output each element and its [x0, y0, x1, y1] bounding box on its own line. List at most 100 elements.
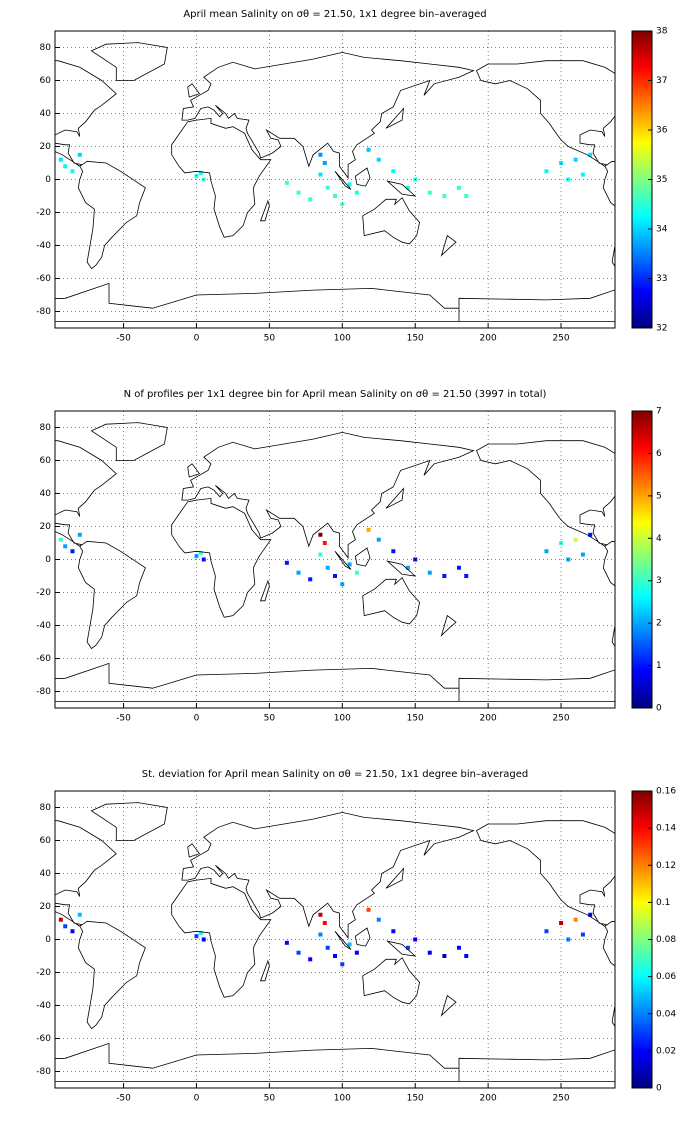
- data-cell: [58, 917, 63, 922]
- y-tick-label: -60: [36, 1034, 51, 1044]
- x-tick-label: 150: [407, 714, 424, 724]
- data-cell: [318, 552, 323, 557]
- colorbar-tick-label: 32: [656, 324, 667, 334]
- coastline: [55, 422, 615, 702]
- data-cell: [322, 541, 327, 545]
- coastline: [55, 42, 615, 322]
- data-cell: [456, 945, 461, 950]
- data-cell: [296, 570, 301, 575]
- data-cell: [296, 190, 301, 195]
- data-cell: [588, 912, 593, 917]
- data-cell: [366, 147, 371, 152]
- plot-content: [55, 802, 615, 1082]
- data-cell: [347, 182, 352, 187]
- data-cell: [588, 152, 593, 157]
- x-tick-label: 100: [334, 714, 351, 724]
- y-tick-label: 80: [40, 803, 52, 813]
- y-tick-label: -60: [36, 274, 51, 284]
- colorbar-tick-label: 0: [656, 704, 662, 714]
- colorbar-tick-label: 33: [656, 274, 667, 284]
- x-tick-label: 0: [194, 334, 200, 344]
- colorbar-tick-label: 0.02: [656, 1046, 676, 1056]
- data-cell: [77, 532, 82, 537]
- data-cell: [322, 161, 327, 165]
- data-cell: [405, 185, 410, 190]
- colorbar-tick-label: 5: [656, 491, 662, 501]
- data-cell: [376, 537, 381, 542]
- y-tick-label: -40: [36, 1001, 51, 1011]
- y-tick-label: 40: [40, 109, 52, 119]
- x-tick-label: -50: [116, 1094, 131, 1104]
- y-tick-label: -60: [36, 654, 51, 664]
- x-tick-label: 150: [407, 334, 424, 344]
- y-tick-label: 80: [40, 43, 52, 53]
- y-tick-label: -80: [36, 307, 51, 317]
- y-tick-label: -80: [36, 687, 51, 697]
- data-cell: [318, 912, 323, 917]
- map-panel: April mean Salinity on σθ = 21.50, 1x1 d…: [36, 9, 668, 344]
- data-cell: [58, 157, 63, 162]
- data-cell: [376, 157, 381, 162]
- map-panel: St. deviation for April mean Salinity on…: [36, 769, 676, 1104]
- colorbar: [631, 410, 653, 709]
- colorbar-tick-label: 38: [656, 27, 668, 37]
- data-cell: [318, 172, 323, 177]
- data-cell: [77, 152, 82, 157]
- plot-content: [55, 422, 615, 702]
- data-cell: [405, 945, 410, 950]
- data-cell: [544, 929, 549, 934]
- data-cell: [544, 549, 549, 554]
- data-cell: [70, 929, 75, 934]
- data-cell: [308, 957, 313, 962]
- data-cell: [580, 552, 585, 557]
- data-cell: [296, 950, 301, 955]
- x-tick-label: 250: [552, 714, 569, 724]
- axes-frame: [54, 410, 616, 709]
- data-cell: [442, 574, 447, 578]
- data-cell: [573, 157, 578, 162]
- x-tick-label: 250: [552, 334, 569, 344]
- data-cell: [318, 932, 323, 937]
- data-cell: [325, 565, 330, 570]
- y-tick-label: -20: [36, 588, 51, 598]
- colorbar-tick-label: 6: [656, 449, 662, 459]
- colorbar-tick-label: 0.06: [656, 972, 676, 982]
- colorbar-tick-label: 0.04: [656, 1009, 676, 1019]
- data-cell: [63, 164, 68, 169]
- colorbar-tick-label: 2: [656, 619, 662, 629]
- y-tick-label: -80: [36, 1067, 51, 1077]
- data-cell: [442, 194, 447, 198]
- x-tick-label: 50: [264, 1094, 276, 1104]
- data-cell: [405, 565, 410, 570]
- data-cell: [58, 537, 63, 542]
- x-tick-label: 200: [480, 334, 497, 344]
- data-cell: [284, 180, 289, 185]
- data-cell: [333, 574, 337, 578]
- y-tick-label: 20: [40, 902, 52, 912]
- data-cell: [194, 554, 199, 559]
- data-cell: [391, 169, 396, 174]
- y-tick-label: 60: [40, 836, 52, 846]
- x-tick-label: 100: [334, 334, 351, 344]
- data-cell: [376, 917, 381, 922]
- coastline: [55, 802, 615, 1082]
- data-cell: [322, 921, 327, 925]
- data-cell: [464, 194, 469, 198]
- data-cell: [354, 950, 359, 955]
- data-cell: [366, 907, 371, 912]
- data-cell: [284, 940, 289, 945]
- x-tick-label: 200: [480, 714, 497, 724]
- x-tick-label: 250: [552, 1094, 569, 1104]
- data-cell: [70, 549, 75, 554]
- y-tick-label: -20: [36, 208, 51, 218]
- y-tick-label: 60: [40, 76, 52, 86]
- data-cell: [198, 550, 203, 555]
- x-tick-label: 50: [264, 334, 276, 344]
- x-tick-label: 0: [194, 1094, 200, 1104]
- axes-frame: [54, 30, 616, 329]
- data-cell: [333, 194, 337, 198]
- data-cell: [318, 152, 323, 157]
- data-cell: [366, 527, 371, 532]
- y-tick-label: 80: [40, 423, 52, 433]
- x-tick-label: 0: [194, 714, 200, 724]
